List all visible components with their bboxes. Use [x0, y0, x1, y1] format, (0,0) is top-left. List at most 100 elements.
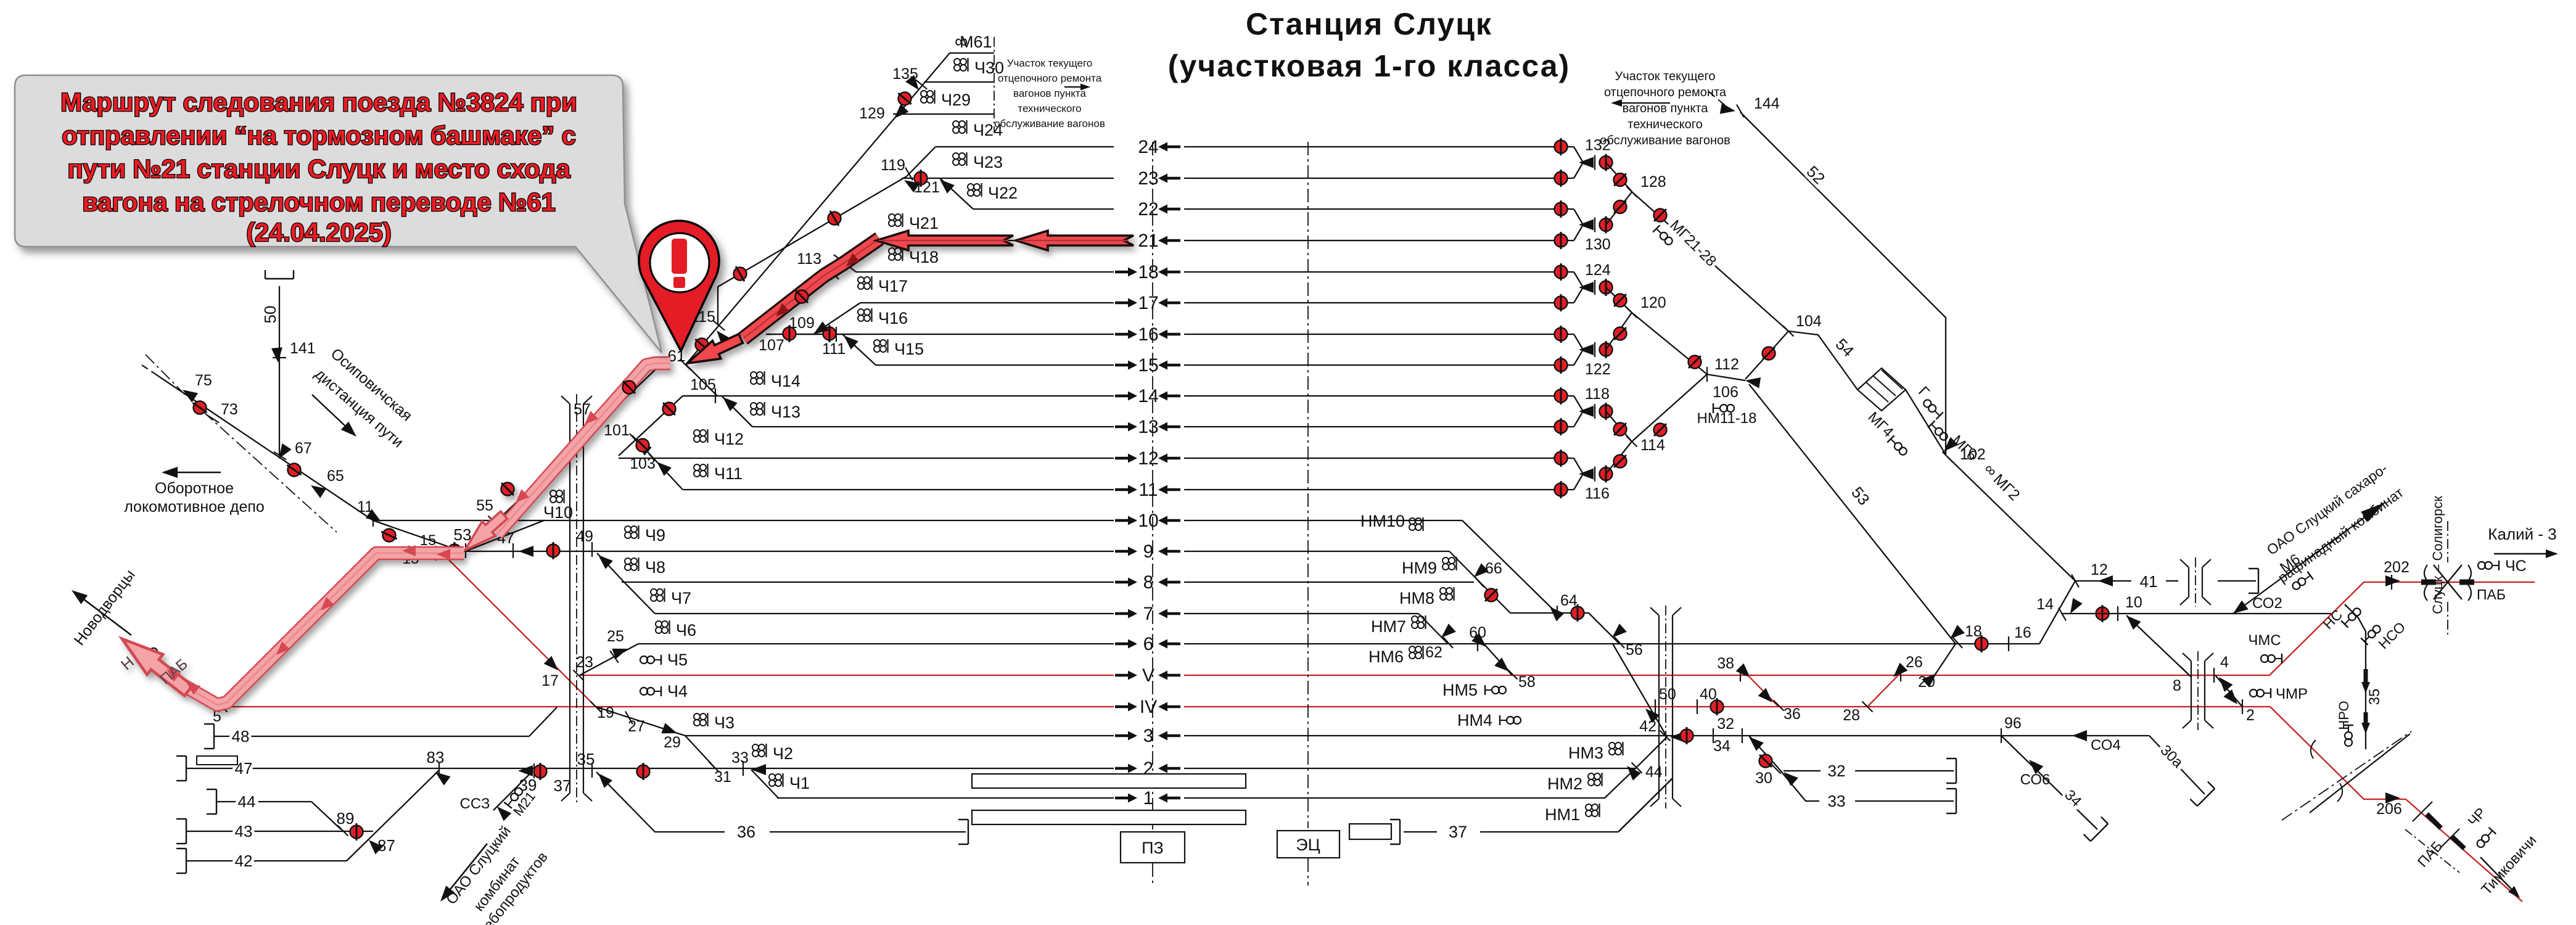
svg-text:Ч30: Ч30	[974, 59, 1004, 77]
svg-text:(24.04.2025): (24.04.2025)	[246, 218, 391, 247]
svg-text:12: 12	[1138, 448, 1158, 469]
svg-text:СО2: СО2	[2252, 595, 2282, 612]
svg-text:Ч10: Ч10	[543, 503, 573, 522]
svg-text:33: 33	[731, 749, 749, 767]
svg-text:121: 121	[914, 179, 940, 196]
svg-text:202: 202	[2384, 559, 2409, 576]
svg-text:103: 103	[630, 455, 656, 472]
svg-text:18: 18	[1138, 262, 1158, 282]
svg-text:53: 53	[454, 525, 472, 544]
svg-text:ССЗ: ССЗ	[460, 796, 490, 812]
svg-text:Ч22: Ч22	[988, 184, 1018, 202]
svg-text:66: 66	[1485, 560, 1502, 577]
svg-text:6: 6	[1143, 634, 1154, 654]
svg-text:16: 16	[1138, 324, 1158, 345]
svg-text:IV: IV	[1140, 697, 1157, 717]
svg-text:111: 111	[822, 340, 846, 358]
svg-text:40: 40	[1700, 686, 1717, 703]
svg-text:37: 37	[554, 776, 572, 795]
svg-text:21: 21	[1138, 231, 1158, 251]
svg-text:124: 124	[1585, 261, 1611, 279]
svg-text:13: 13	[1138, 417, 1158, 437]
svg-text:Ч2: Ч2	[773, 744, 793, 763]
svg-text:Оборотное: Оборотное	[155, 480, 234, 497]
svg-text:109: 109	[789, 314, 815, 332]
svg-text:локомотивное депо: локомотивное депо	[124, 498, 265, 516]
svg-text:122: 122	[1585, 361, 1611, 378]
svg-text:58: 58	[1518, 673, 1536, 691]
svg-text:129: 129	[859, 105, 885, 122]
svg-text:12: 12	[2091, 561, 2108, 578]
svg-text:75: 75	[195, 372, 212, 389]
svg-text:ЧМР: ЧМР	[2276, 686, 2308, 702]
svg-text:10: 10	[2125, 594, 2142, 611]
svg-text:102: 102	[1960, 446, 1986, 463]
svg-text:35: 35	[577, 750, 595, 768]
svg-text:НМ2: НМ2	[1547, 775, 1582, 793]
svg-text:23: 23	[576, 654, 593, 671]
svg-text:8: 8	[2173, 677, 2181, 694]
svg-text:Ч21: Ч21	[909, 214, 939, 232]
svg-text:7: 7	[1143, 604, 1154, 624]
svg-text:Ч12: Ч12	[714, 430, 744, 448]
svg-text:Ч24: Ч24	[973, 121, 1003, 139]
svg-text:3: 3	[1143, 726, 1154, 746]
svg-text:Калий - 3: Калий - 3	[2488, 525, 2556, 543]
svg-text:141: 141	[290, 340, 316, 357]
svg-text:вагона на стрелочном переводе: вагона на стрелочном переводе №61	[82, 187, 555, 216]
svg-text:29: 29	[664, 734, 681, 751]
svg-text:34: 34	[1713, 738, 1730, 755]
svg-text:Ч5: Ч5	[667, 651, 688, 669]
svg-text:Ч9: Ч9	[645, 526, 665, 545]
svg-text:96: 96	[2004, 715, 2022, 732]
svg-text:Ч15: Ч15	[894, 340, 924, 358]
svg-text:56: 56	[1626, 641, 1643, 659]
svg-text:32: 32	[1717, 715, 1734, 733]
svg-text:Ч7: Ч7	[671, 589, 691, 607]
svg-text:технического: технического	[1627, 118, 1702, 131]
svg-text:НМ9: НМ9	[1402, 559, 1437, 577]
svg-text:42: 42	[235, 852, 253, 870]
svg-text:36: 36	[737, 823, 755, 841]
svg-text:23: 23	[1138, 168, 1158, 189]
svg-text:104: 104	[1796, 313, 1822, 330]
svg-text:ЧС: ЧС	[2505, 557, 2527, 575]
svg-text:пути №21 станции Слуцк и место: пути №21 станции Слуцк и место схода	[67, 154, 570, 183]
svg-text:35: 35	[2366, 689, 2383, 705]
svg-text:ПАБ: ПАБ	[2477, 586, 2506, 602]
svg-text:М61: М61	[960, 33, 992, 51]
svg-text:обслуживание вагонов: обслуживание вагонов	[994, 118, 1105, 130]
svg-text:НМ7: НМ7	[1371, 617, 1406, 636]
svg-text:1: 1	[1143, 788, 1154, 808]
svg-text:10: 10	[1138, 511, 1158, 531]
svg-text:НМ5: НМ5	[1442, 681, 1478, 699]
svg-text:16: 16	[2014, 624, 2031, 641]
svg-text:Ч13: Ч13	[771, 403, 800, 421]
svg-text:Ч29: Ч29	[941, 91, 971, 109]
svg-text:27: 27	[628, 718, 645, 735]
svg-text:Ч23: Ч23	[973, 153, 1003, 171]
svg-text:87: 87	[377, 836, 395, 855]
svg-text:вагонов пункта: вагонов пункта	[1013, 88, 1086, 99]
svg-text:4: 4	[2220, 654, 2229, 671]
svg-text:отправлении “на тормозном башм: отправлении “на тормозном башмаке” с	[62, 121, 575, 150]
svg-text:130: 130	[1585, 236, 1611, 253]
svg-text:50: 50	[1659, 686, 1676, 703]
svg-text:Ч17: Ч17	[878, 277, 908, 295]
svg-text:НМ11-18: НМ11-18	[1697, 410, 1757, 427]
svg-text:Участок текущего: Участок текущего	[1007, 57, 1093, 69]
svg-text:83: 83	[427, 748, 445, 767]
svg-text:(участковая 1-го класса): (участковая 1-го класса)	[1168, 49, 1570, 83]
svg-text:Ч16: Ч16	[878, 309, 908, 327]
svg-text:V: V	[1142, 665, 1154, 686]
svg-text:33: 33	[1828, 792, 1846, 810]
svg-text:17: 17	[541, 672, 559, 689]
svg-text:Ч11: Ч11	[714, 464, 743, 483]
svg-text:41: 41	[2140, 572, 2158, 591]
svg-text:11: 11	[1138, 480, 1158, 500]
svg-text:128: 128	[1640, 173, 1666, 191]
svg-text:5: 5	[213, 708, 221, 725]
svg-text:65: 65	[327, 467, 344, 485]
svg-text:48: 48	[232, 727, 250, 746]
svg-text:118: 118	[1585, 385, 1610, 403]
